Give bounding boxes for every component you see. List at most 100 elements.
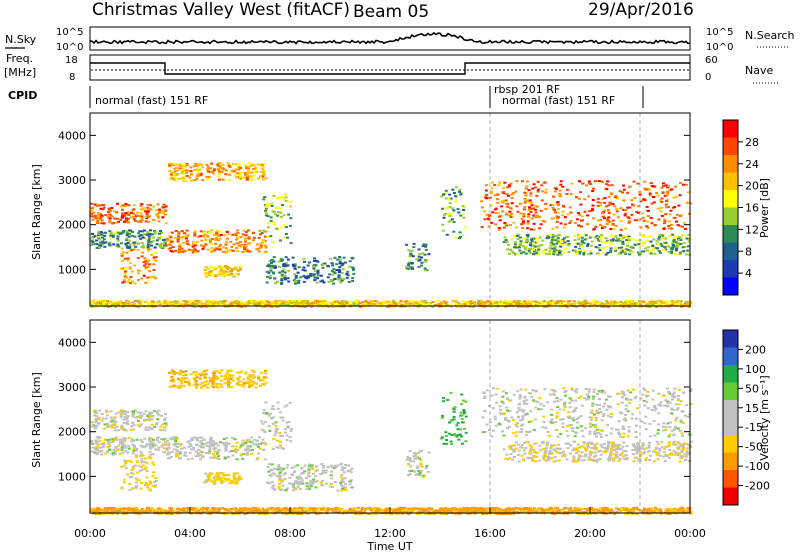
scatter-cell [448,422,451,424]
scatter-cell [341,303,344,305]
scatter-cell [210,243,213,245]
scatter-cell [289,205,292,207]
scatter-cell [508,211,511,213]
scatter-cell [553,250,556,252]
scatter-cell [131,280,134,282]
scatter-cell [158,210,161,212]
scatter-cell [247,166,250,168]
scatter-cell [587,243,590,245]
scatter-cell [96,436,99,438]
scatter-cell [232,276,235,278]
scatter-cell [233,243,236,245]
scatter-cell [682,250,685,252]
scatter-cell [622,237,625,239]
scatter-cell [168,447,171,449]
nave-tick-bottom: 0 [705,72,711,83]
scatter-cell [682,184,685,186]
scatter-cell [643,220,646,222]
scatter-cell [124,270,127,272]
scatter-cell [262,429,265,431]
scatter-cell [120,206,123,208]
scatter-cell [672,197,675,199]
scatter-cell [526,181,529,183]
scatter-cell [203,303,206,305]
scatter-cell [238,163,241,165]
scatter-cell [255,171,258,173]
scatter-cell [640,244,643,246]
scatter-cell [148,236,151,238]
scatter-cell [141,441,144,443]
scatter-cell [252,374,255,376]
scatter-cell [133,448,136,450]
scatter-cell [119,453,122,455]
scatter-cell [208,449,211,451]
scatter-cell [498,181,501,183]
scatter-cell [344,262,347,264]
scatter-cell [465,432,468,434]
scatter-cell [128,437,131,439]
scatter-cell [183,232,186,234]
scatter-cell [497,212,500,214]
scatter-cell [242,233,245,235]
scatter-cell [279,444,282,446]
scatter-cell [134,216,137,218]
scatter-cell [149,229,152,231]
scatter-cell [287,425,290,427]
scatter-cell [333,271,336,273]
scatter-cell [101,237,104,239]
scatter-cell [587,253,590,255]
scatter-cell [588,391,591,393]
scatter-cell [228,165,231,167]
scatter-cell [273,488,276,490]
scatter-cell [413,452,416,454]
scatter-cell [266,276,269,278]
scatter-cell [217,445,220,447]
scatter-cell [662,237,665,239]
scatter-cell [157,203,160,205]
scatter-cell [300,473,303,475]
scatter-cell [247,439,250,441]
scatter-cell [149,482,152,484]
scatter-cell [256,244,259,246]
scatter-cell [557,237,560,239]
scatter-cell [260,372,263,374]
scatter-cell [298,266,301,268]
scatter-cell [282,198,285,200]
scatter-cell [236,242,239,244]
scatter-cell [210,163,213,165]
scatter-cell [566,189,569,191]
scatter-cell [667,246,670,248]
scatter-cell [277,468,280,470]
scatter-cell [130,472,133,474]
scatter-cell [223,382,226,384]
scatter-cell [168,372,171,374]
scatter-cell [520,389,523,391]
scatter-cell [657,195,660,197]
scatter-cell [624,209,627,211]
scatter-cell [338,266,341,268]
scatter-cell [247,441,250,443]
scatter-cell [657,218,660,220]
scatter-cell [462,209,465,211]
scatter-cell [345,489,348,491]
scatter-cell [91,233,94,235]
scatter-cell [676,214,679,216]
nave-tick-top: 60 [705,55,718,66]
scatter-cell [227,371,230,373]
scatter-cell [126,474,129,476]
scatter-cell [562,418,565,420]
scatter-cell [259,448,262,450]
scatter-cell [487,218,490,220]
scatter-cell [202,248,205,250]
scatter-cell [651,203,654,205]
scatter-cell [179,387,182,389]
scatter-cell [119,219,122,221]
scatter-cell [208,176,211,178]
scatter-cell [100,216,103,218]
scatter-cell [288,201,291,203]
scatter-cell [541,199,544,201]
scatter-cell [262,449,265,451]
scatter-cell [271,304,274,306]
scatter-cell [229,172,232,174]
scatter-cell [557,239,560,241]
